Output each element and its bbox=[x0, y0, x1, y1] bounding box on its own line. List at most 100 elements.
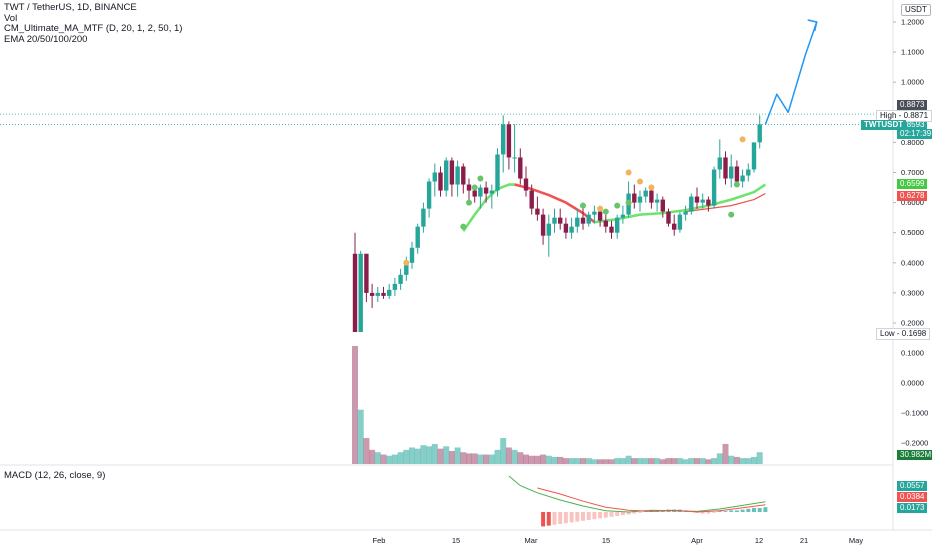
time-axis-label: Mar bbox=[525, 536, 538, 545]
price-tick-label: 1.1000 bbox=[901, 48, 924, 57]
ma-red-segment bbox=[514, 183, 596, 224]
candle-body bbox=[597, 211, 603, 221]
volume-bar bbox=[619, 458, 626, 464]
candle-body bbox=[449, 160, 455, 185]
volume-bar bbox=[523, 454, 529, 464]
candle-body bbox=[603, 220, 608, 227]
volume-bar bbox=[403, 449, 410, 464]
macd-histogram-bar bbox=[729, 510, 734, 512]
volume-tick-label: 0.0000 bbox=[901, 379, 924, 388]
price-tick-label: 0.6000 bbox=[901, 198, 924, 207]
volume-bar bbox=[488, 454, 495, 464]
volume-bar bbox=[352, 346, 358, 464]
candle-body bbox=[552, 217, 557, 224]
price-tick-label: 1.2000 bbox=[901, 18, 924, 27]
price-tick-label: 0.4000 bbox=[901, 258, 924, 267]
macd-histogram-bar bbox=[712, 512, 717, 513]
candle-body bbox=[620, 214, 626, 218]
volume-bar bbox=[654, 458, 661, 464]
signal-dot-green bbox=[466, 199, 472, 206]
candle-body bbox=[734, 166, 740, 182]
time-axis-label: 15 bbox=[452, 536, 460, 545]
volume-bar bbox=[694, 458, 700, 464]
volume-bar bbox=[676, 458, 683, 464]
macd-histogram-bar bbox=[700, 512, 705, 514]
price-tick-label: 0.2000 bbox=[901, 319, 924, 328]
volume-bar bbox=[665, 458, 672, 464]
volume-bar bbox=[534, 455, 541, 464]
high-price-tag: 0.8873 bbox=[897, 100, 928, 111]
indicator-ma-mtf[interactable]: CM_Ultimate_MA_MTF (D, 20, 1, 2, 50, 1) bbox=[4, 23, 183, 34]
ma-red-tag: 0.6278 bbox=[897, 191, 928, 202]
candle-body bbox=[683, 211, 688, 215]
candle-body bbox=[466, 184, 472, 191]
time-axis-label: 12 bbox=[755, 536, 763, 545]
price-tick-label: 1.0000 bbox=[901, 78, 924, 87]
volume-bar bbox=[597, 459, 604, 464]
macd-histogram-bar bbox=[558, 512, 563, 524]
macd-histogram-bar bbox=[763, 507, 768, 512]
volume-bar bbox=[608, 459, 615, 464]
signal-value-tag: 0.0384 bbox=[897, 492, 928, 502]
candle-body bbox=[495, 154, 500, 191]
candle-body bbox=[489, 190, 494, 194]
candle-body bbox=[438, 172, 443, 191]
volume-bar bbox=[711, 458, 718, 464]
volume-bar bbox=[437, 448, 444, 464]
volume-bar bbox=[454, 447, 461, 464]
volume-bar bbox=[688, 458, 695, 464]
volume-bar bbox=[471, 453, 478, 464]
volume-bar bbox=[528, 455, 535, 464]
signal-dot-orange bbox=[739, 136, 746, 143]
candle-body bbox=[746, 169, 751, 176]
candle-body bbox=[444, 160, 449, 191]
volume-bar bbox=[733, 456, 740, 464]
chart-legend: TWT / TetherUS, 1D, BINANCE Vol CM_Ultim… bbox=[4, 2, 183, 45]
signal-dot-green bbox=[460, 223, 467, 230]
candle-body bbox=[717, 157, 722, 170]
candle-body bbox=[404, 262, 409, 275]
candle-body bbox=[723, 157, 728, 179]
volume-bar bbox=[602, 459, 609, 464]
candle-body bbox=[523, 178, 529, 191]
volume-bar bbox=[716, 453, 723, 464]
volume-bar bbox=[562, 458, 569, 464]
macd-histogram-bar bbox=[541, 512, 546, 527]
ma-green-segment bbox=[462, 183, 515, 232]
candle-body bbox=[649, 190, 654, 203]
time-axis-label: Feb bbox=[373, 536, 386, 545]
macd-histogram-bar bbox=[586, 512, 591, 520]
candle-body bbox=[518, 157, 523, 179]
volume-bar bbox=[659, 459, 666, 464]
volume-bar bbox=[397, 452, 404, 464]
signal-dot-green bbox=[614, 202, 621, 209]
macd-legend[interactable]: MACD (12, 26, close, 9) bbox=[4, 470, 106, 481]
macd-histogram-bar bbox=[620, 512, 625, 516]
macd-histogram-bar bbox=[706, 512, 711, 514]
volume-bar bbox=[414, 448, 421, 464]
signal-dot-orange bbox=[625, 169, 632, 176]
macd-histogram-bar bbox=[598, 512, 603, 519]
macd-histogram-bar bbox=[581, 512, 585, 521]
volume-bar bbox=[722, 443, 729, 464]
macd-histogram-bar bbox=[603, 512, 608, 518]
volume-bar bbox=[545, 455, 552, 464]
signal-dot-green bbox=[477, 175, 484, 182]
candle-body bbox=[751, 142, 757, 170]
candle-body bbox=[415, 226, 420, 248]
symbol-title: TWT / TetherUS, 1D, BINANCE bbox=[4, 2, 137, 13]
macd-line bbox=[508, 475, 766, 513]
indicator-ema[interactable]: EMA 20/50/100/200 bbox=[4, 33, 88, 45]
macd-histogram-bar bbox=[632, 512, 637, 514]
time-axis-label: May bbox=[849, 536, 863, 545]
volume-bar bbox=[585, 458, 592, 464]
candle-body bbox=[421, 208, 426, 227]
candle-body bbox=[432, 172, 437, 182]
volume-bar bbox=[391, 454, 398, 464]
volume-bar bbox=[448, 451, 455, 464]
candle-body bbox=[546, 223, 551, 236]
volume-bar bbox=[505, 447, 512, 464]
volume-bar bbox=[426, 446, 433, 464]
indicator-volume[interactable]: Vol bbox=[4, 12, 18, 24]
